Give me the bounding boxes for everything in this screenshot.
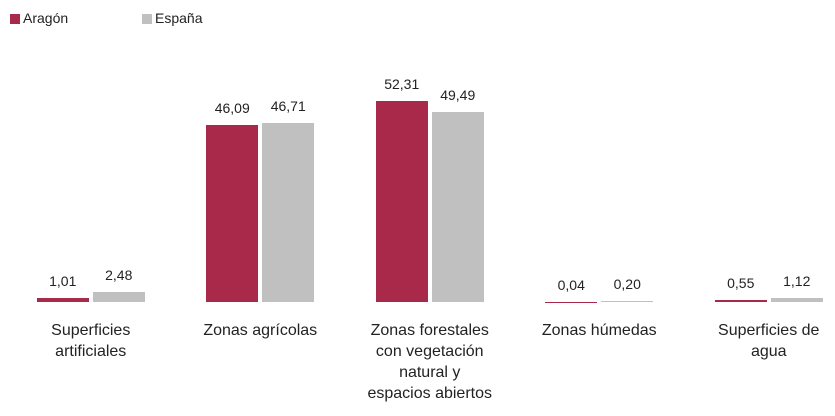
bar (770, 297, 823, 302)
legend-label: España (155, 10, 203, 26)
value-label: 2,48 (105, 267, 133, 284)
x-tick-label: Zonas húmedas (541, 322, 657, 339)
x-tick-label: Zonas forestales con vegetación natural … (367, 322, 492, 402)
bar (601, 301, 654, 303)
value-label: 1,12 (783, 272, 811, 289)
bar (92, 292, 145, 302)
x-tick-label: Zonas agrícolas (203, 322, 318, 339)
x-tick-label: Superficies de agua (718, 322, 820, 360)
value-label: 0,55 (727, 274, 755, 291)
value-label: 49,49 (440, 86, 476, 103)
bar (36, 298, 89, 302)
value-label: 46,71 (270, 97, 306, 114)
bar (431, 111, 484, 302)
bar (545, 301, 598, 303)
bar (206, 124, 259, 302)
value-label: 1,01 (49, 273, 77, 290)
bar (375, 101, 428, 302)
value-label: 52,31 (384, 76, 420, 92)
bar (714, 299, 767, 302)
value-label: 46,09 (214, 99, 250, 116)
bar (262, 122, 315, 302)
value-label: 0,20 (613, 276, 641, 293)
legend-swatch (142, 14, 152, 24)
x-tick-label: Superficies artificiales (51, 322, 131, 360)
legend-swatch (10, 14, 20, 24)
value-label: 0,04 (557, 276, 585, 293)
legend-label: Aragón (23, 10, 69, 26)
